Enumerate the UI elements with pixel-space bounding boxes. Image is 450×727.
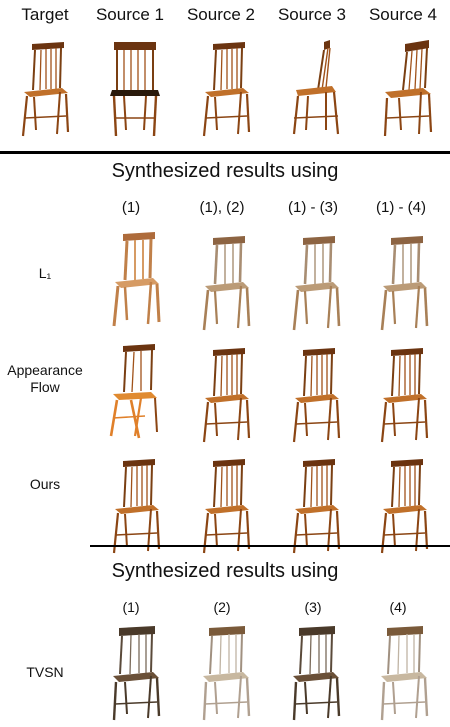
chair-image-source-4	[377, 38, 439, 138]
section2-column-2: (2)	[177, 599, 267, 615]
row-label-appearance-flow: Appearance Flow	[0, 362, 90, 396]
chair-image-tvsn-4	[373, 622, 435, 722]
chair-image-l1-1	[105, 228, 167, 328]
chair-image-l1-2	[195, 232, 257, 332]
chair-image-tvsn-1	[105, 622, 167, 722]
section-divider-thin	[90, 545, 450, 547]
section2-column-3: (3)	[268, 599, 358, 615]
header-label-source-4: Source 4	[358, 5, 448, 25]
chair-image-ours-1	[105, 455, 167, 555]
section-divider-thick	[0, 151, 450, 154]
chair-image-source-3	[286, 38, 348, 138]
section2-column-4: (4)	[353, 599, 443, 615]
section1-title: Synthesized results using	[0, 160, 450, 183]
header-label-target: Target	[0, 5, 90, 25]
section1-column-3: (1) - (3)	[268, 199, 358, 216]
section1-column-1: (1)	[86, 199, 176, 216]
chair-image-ours-2	[195, 455, 257, 555]
row-label-ours: Ours	[0, 476, 90, 493]
header-label-source-2: Source 2	[176, 5, 266, 25]
header-label-source-3: Source 3	[267, 5, 357, 25]
chair-image-target	[14, 38, 76, 138]
chair-image-l1-3	[285, 232, 347, 332]
chair-image-source-2	[195, 38, 257, 138]
chair-image-ours-3	[285, 455, 347, 555]
chair-image-af-3	[285, 344, 347, 444]
chair-image-tvsn-3	[285, 622, 347, 722]
chair-image-ours-4	[373, 455, 435, 555]
chair-image-af-1	[105, 340, 167, 440]
chair-image-af-2	[195, 344, 257, 444]
chair-image-source-1	[104, 38, 166, 138]
row-label-l1: L₁	[0, 265, 90, 282]
header-label-source-1: Source 1	[85, 5, 175, 25]
section2-title: Synthesized results using	[0, 560, 450, 583]
row-label-tvsn: TVSN	[0, 664, 90, 681]
chair-image-l1-4	[373, 232, 435, 332]
section1-column-2: (1), (2)	[177, 199, 267, 216]
section2-column-1: (1)	[86, 599, 176, 615]
chair-image-af-4	[373, 344, 435, 444]
section1-column-4: (1) - (4)	[356, 199, 446, 216]
chair-image-tvsn-2	[195, 622, 257, 722]
